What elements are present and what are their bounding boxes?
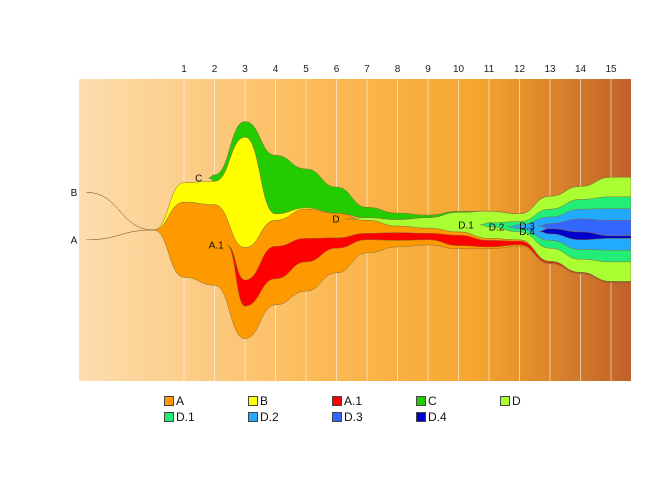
- x-tick-labels: 1 2 3 4 5 6 7 8 9 10 11 12 13 14 15: [181, 64, 617, 75]
- clone-label: A: [71, 235, 78, 246]
- clone-shapes: [86, 121, 631, 339]
- legend-label: B: [260, 394, 269, 408]
- legend-swatch: [332, 396, 342, 406]
- x-tick-label: 14: [575, 64, 587, 75]
- clone-labels: A B C D A.1 D.1 D.2 D.3D.4: [71, 174, 536, 252]
- x-tick-label: 3: [242, 64, 248, 75]
- clone-label: B: [71, 188, 78, 199]
- legend-label: C: [428, 394, 437, 408]
- x-tick-label: 11: [484, 64, 495, 75]
- clone-label: D.2: [489, 222, 505, 233]
- x-tick-label: 2: [212, 64, 218, 75]
- clone-label: D: [332, 214, 339, 225]
- legend-label: D: [512, 394, 521, 408]
- legend-item: D.3: [332, 410, 363, 424]
- clone-label: C: [195, 174, 202, 185]
- legend-item: D.4: [416, 410, 447, 424]
- legend-item: A.1: [332, 394, 362, 408]
- legend-item: C: [416, 394, 437, 408]
- clone-label: D.3: [519, 222, 535, 233]
- legend-label: D.4: [428, 410, 447, 424]
- clone-shape-a-1: [226, 232, 631, 307]
- legend-item: D.2: [248, 410, 279, 424]
- clone-label: D.4: [519, 227, 535, 238]
- x-tick-label: 9: [425, 64, 431, 75]
- legend: A B A.1 C D D.1 D.2 D.3 D.4: [164, 394, 584, 430]
- x-tick-label: 5: [303, 64, 309, 75]
- legend-swatch: [248, 412, 258, 422]
- legend-swatch: [248, 396, 258, 406]
- legend-swatch: [500, 396, 510, 406]
- clone-label: A.1: [209, 240, 224, 251]
- clone-label: D.1: [458, 220, 474, 231]
- x-tick-label: 12: [514, 64, 526, 75]
- legend-item: D.1: [164, 410, 195, 424]
- x-tick-label: 6: [334, 64, 340, 75]
- legend-swatch: [164, 396, 174, 406]
- legend-label: D.2: [260, 410, 279, 424]
- x-tick-label: 7: [364, 64, 370, 75]
- x-tick-label: 1: [181, 64, 187, 75]
- legend-item: D: [500, 394, 521, 408]
- legend-label: A.1: [344, 394, 363, 408]
- x-tick-label: 10: [453, 64, 465, 75]
- legend-label: D.1: [176, 410, 195, 424]
- x-tick-label: 15: [605, 64, 617, 75]
- x-tick-label: 4: [273, 64, 279, 75]
- legend-item: B: [248, 394, 268, 408]
- x-tick-label: 13: [544, 64, 556, 75]
- legend-label: D.3: [344, 410, 363, 424]
- x-tick-label: 8: [395, 64, 401, 75]
- legend-item: A: [164, 394, 184, 408]
- legend-swatch: [416, 412, 426, 422]
- legend-label: A: [176, 394, 185, 408]
- clone-shape-d-4: [537, 228, 631, 241]
- legend-swatch: [164, 412, 174, 422]
- legend-swatch: [332, 412, 342, 422]
- legend-swatch: [416, 396, 426, 406]
- clone-shape-d: [345, 177, 631, 282]
